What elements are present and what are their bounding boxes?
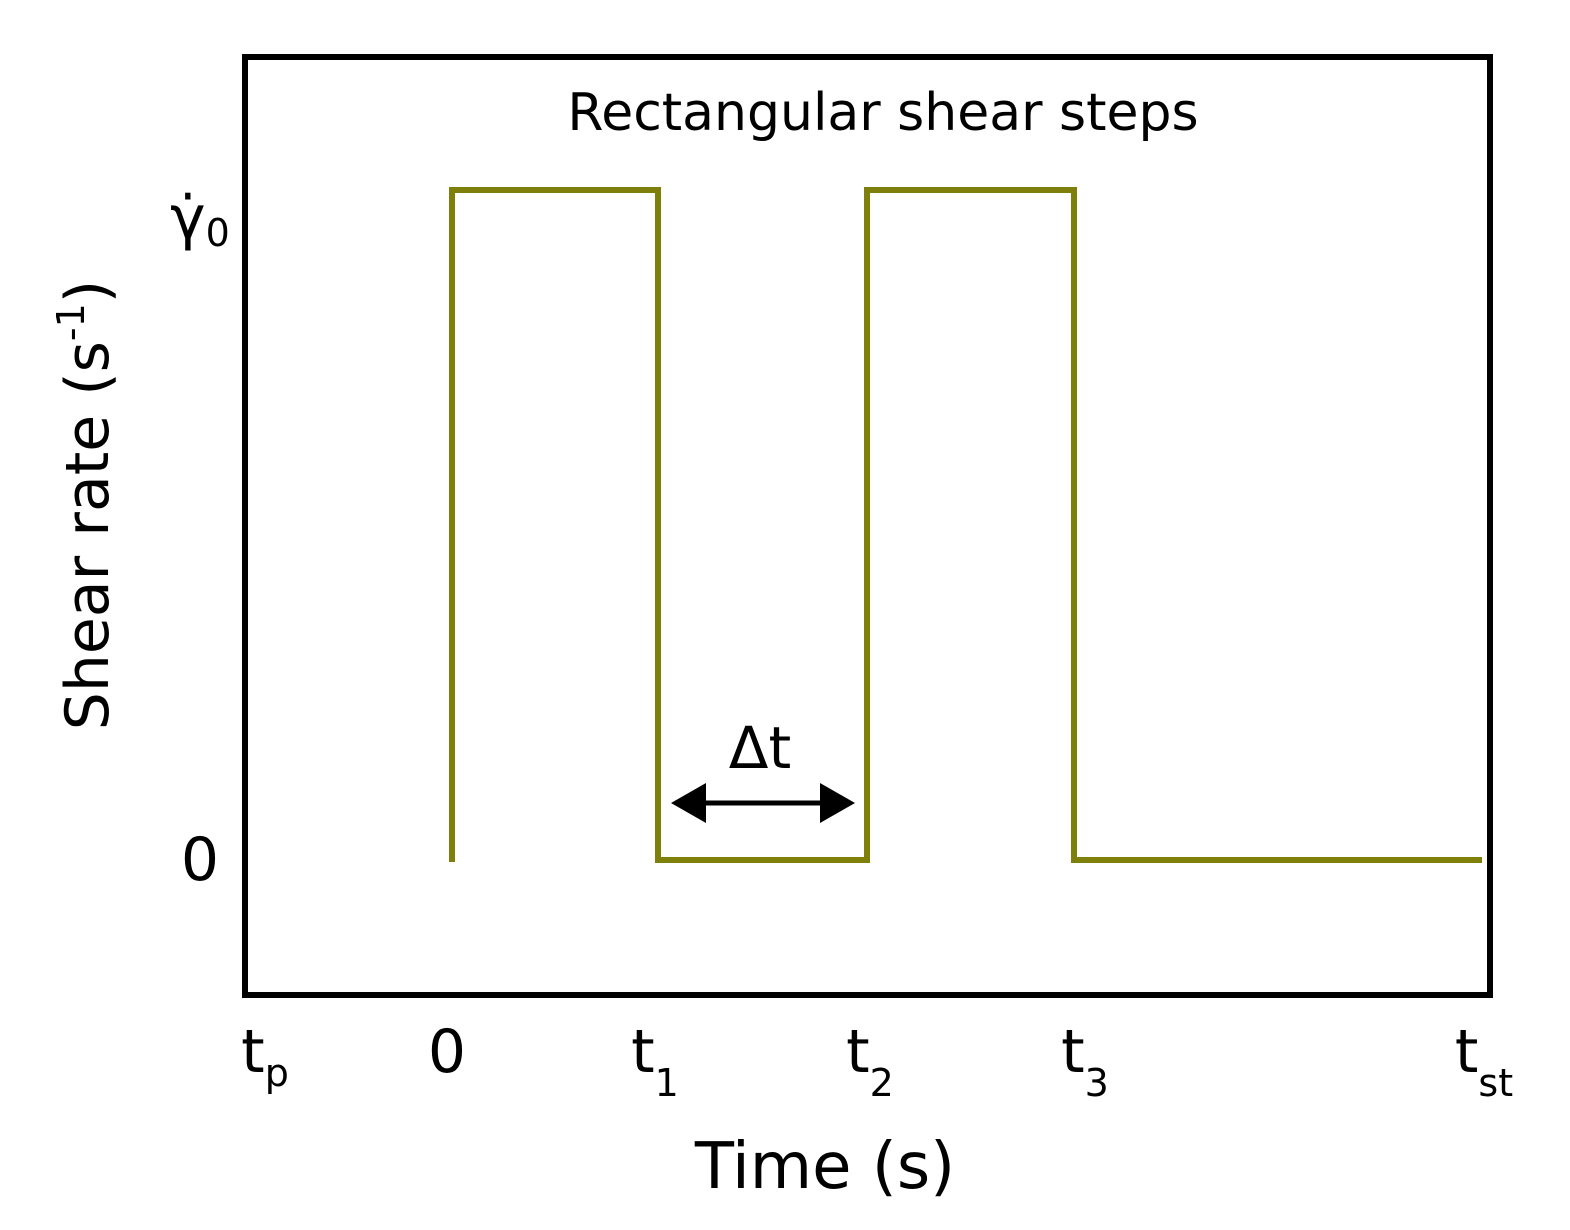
x-tick-label: t2 <box>846 1017 894 1105</box>
x-tick-sub: 3 <box>1085 1061 1109 1105</box>
title: Rectangular shear steps <box>567 83 1198 143</box>
y-tick-base: γ̇ <box>170 183 206 253</box>
y-tick-base: 0 <box>181 825 219 895</box>
plot-frame <box>242 54 1493 998</box>
x-tick-sub: st <box>1478 1061 1513 1105</box>
x-tick-label: t1 <box>631 1017 679 1105</box>
x-tick-base: t <box>846 1017 870 1087</box>
x-tick-label: tp <box>241 1017 289 1095</box>
x-tick-base: t <box>1455 1017 1479 1087</box>
x-axis-label: Time (s) <box>694 1130 955 1204</box>
x-tick-base: t <box>1061 1017 1085 1087</box>
x-tick-sub: 2 <box>870 1061 894 1105</box>
y-axis-label: Shear rate (s-1) <box>49 280 123 730</box>
y-tick-label: γ̇0 <box>170 183 230 255</box>
x-tick-label: t3 <box>1061 1017 1109 1105</box>
y-label-close: ) <box>53 280 123 303</box>
x-tick-base: 0 <box>428 1017 466 1087</box>
x-tick-label: tst <box>1455 1017 1513 1105</box>
y-tick-label: 0 <box>181 825 219 895</box>
shear-waveform <box>449 187 1482 863</box>
annotation: Δt <box>729 714 791 782</box>
x-tick-base: t <box>241 1017 265 1087</box>
y-tick-sub: 0 <box>206 211 230 255</box>
y-label-text: Shear rate (s <box>53 341 123 730</box>
x-tick-sub: 1 <box>655 1061 679 1105</box>
y-label-sup: -1 <box>49 303 93 341</box>
x-tick-base: t <box>631 1017 655 1087</box>
x-tick-sub: p <box>265 1051 289 1095</box>
x-tick-label: 0 <box>428 1017 466 1087</box>
